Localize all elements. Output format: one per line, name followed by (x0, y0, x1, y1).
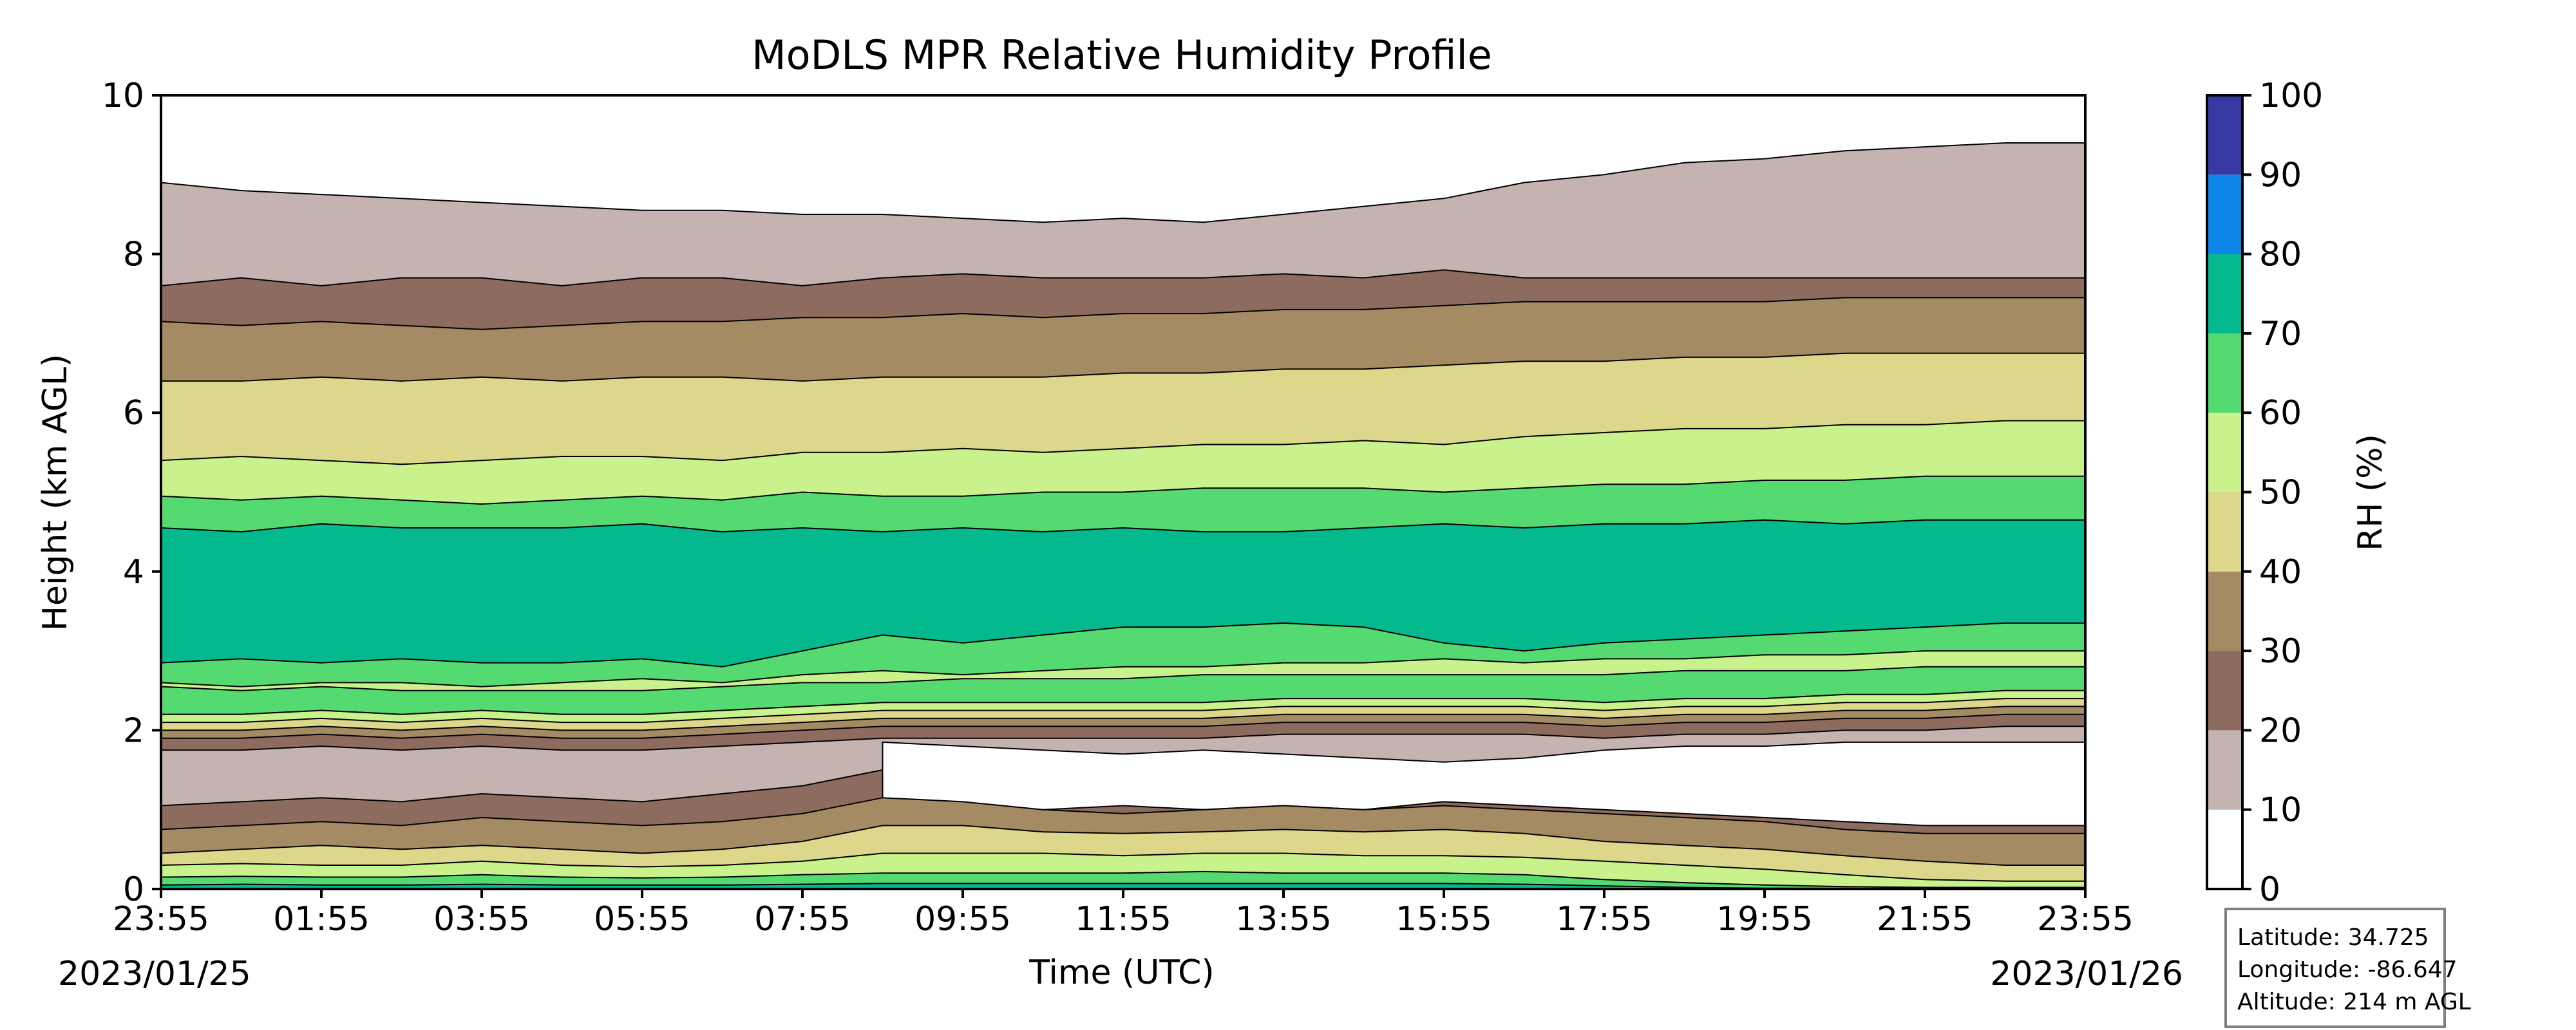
y-tick-label: 0 (123, 870, 144, 909)
x-tick-label: 11:55 (1075, 900, 1171, 939)
x-tick-label: 13:55 (1235, 900, 1332, 939)
colorbar-swatch (2207, 174, 2242, 254)
colorbar-swatch (2207, 333, 2242, 413)
x-tick-label: 05:55 (594, 900, 690, 939)
colorbar: 0 10 20 30 40 50 60 70 80 90 100 (2206, 77, 2323, 909)
contour-plot-area (161, 95, 2085, 889)
colorbar-tick-label: 20 (2259, 711, 2302, 750)
colorbar-tick-label: 0 (2259, 870, 2280, 909)
x-tick-label: 03:55 (433, 900, 530, 939)
colorbar-tick-label: 70 (2259, 315, 2302, 353)
colorbar-swatch (2207, 492, 2242, 572)
colorbar-swatch (2207, 571, 2242, 651)
colorbar-tick-label: 80 (2259, 236, 2302, 274)
site-info-box: Latitude: 34.725 Longitude: -86.647 Alti… (2224, 908, 2471, 1028)
colorbar-tick-label: 40 (2259, 553, 2302, 592)
x-tick-label: 19:55 (1716, 900, 1813, 939)
x-tick-label: 09:55 (914, 900, 1011, 939)
y-tick-label: 2 (123, 711, 144, 750)
rh-band-1 (161, 519, 2085, 668)
longitude-line: Longitude: -86.647 (2237, 957, 2458, 983)
plot-axes: 23:55 01:55 03:55 05:55 07:55 09:55 11:55 13:55… (102, 77, 2134, 939)
colorbar-tick-label: 90 (2259, 156, 2302, 194)
x-tick-label: 01:55 (273, 900, 370, 939)
y-axis-label: Height (km AGL) (36, 354, 75, 631)
x-tick-label: 07:55 (754, 900, 851, 939)
altitude-line: Altitude: 214 m AGL (2237, 989, 2471, 1015)
chart-title: MoDLS MPR Relative Humidity Profile (752, 32, 1492, 79)
colorbar-swatch (2207, 95, 2242, 175)
x-tick-label: 23:55 (2037, 900, 2134, 939)
colorbar-tick-label: 60 (2259, 394, 2302, 433)
colorbar-swatch (2207, 254, 2242, 333)
x-axis-label: Time (UTC) (1028, 953, 1214, 992)
y-tick-label: 8 (123, 236, 144, 274)
x-tick-label: 17:55 (1556, 900, 1653, 939)
x-tick-label: 21:55 (1877, 900, 1973, 939)
latitude-line: Latitude: 34.725 (2237, 924, 2429, 951)
colorbar-tick-label: 50 (2259, 474, 2302, 512)
y-tick-label: 6 (123, 394, 144, 433)
x-tick-label: 23:55 (113, 900, 209, 939)
start-date-label: 2023/01/25 (58, 955, 251, 993)
x-tick-label: 15:55 (1396, 900, 1492, 939)
colorbar-swatch (2207, 651, 2242, 731)
colorbar-tick-label: 10 (2259, 791, 2302, 830)
colorbar-tick-label: 30 (2259, 632, 2302, 671)
rh-fill-upper-0-10 (161, 95, 2085, 223)
colorbar-label: RH (%) (2351, 434, 2390, 551)
y-tick-label: 4 (123, 553, 144, 592)
y-tick-label: 10 (102, 77, 144, 115)
colorbar-swatch (2207, 809, 2242, 889)
end-date-label: 2023/01/26 (1990, 955, 2183, 993)
colorbar-swatch (2207, 730, 2242, 810)
colorbar-tick-label: 100 (2259, 77, 2323, 115)
colorbar-swatch (2207, 413, 2242, 492)
